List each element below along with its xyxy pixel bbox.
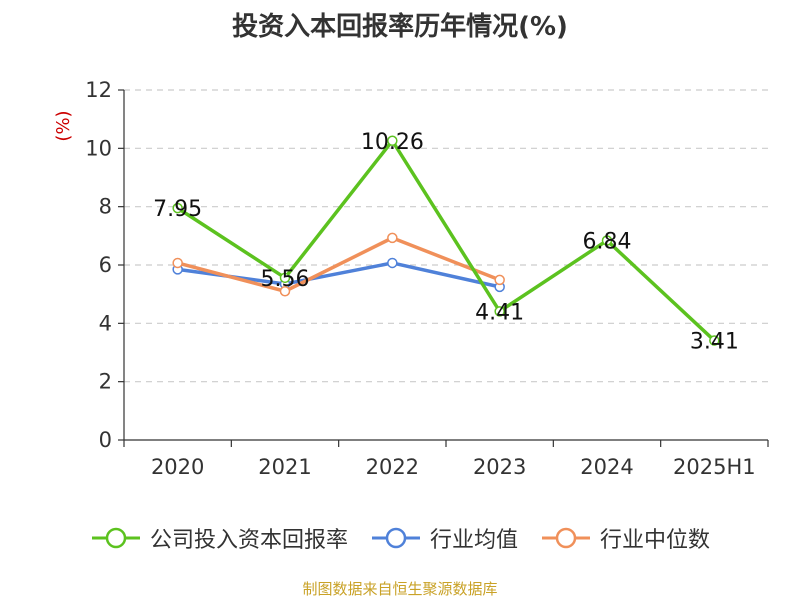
legend-label: 行业均值 <box>429 528 518 553</box>
data-label: 4.41 <box>475 300 524 325</box>
data-label: 3.41 <box>690 330 739 355</box>
data-point <box>172 257 183 269</box>
legend-label: 公司投入资本回报率 <box>149 528 348 553</box>
y-tick-label: 2 <box>99 370 112 394</box>
legend-swatch <box>542 527 590 549</box>
y-tick-label: 0 <box>99 428 112 452</box>
data-point <box>387 232 398 244</box>
data-point <box>601 235 613 246</box>
data-point <box>494 274 505 286</box>
legend-label: 行业中位数 <box>600 528 711 553</box>
data-point <box>279 286 291 297</box>
series-line-0 <box>176 139 716 342</box>
data-label: 10.26 <box>361 130 424 155</box>
legend-swatch <box>91 527 140 549</box>
series-line-2 <box>177 236 501 293</box>
y-tick-label: 6 <box>99 253 112 277</box>
data-point <box>387 257 398 269</box>
legend-item[interactable]: 行业均值 <box>370 522 518 554</box>
chart-title: 投资入本回报率历年情况(%) <box>232 12 568 42</box>
y-tick-label: 4 <box>99 311 112 335</box>
data-label: 5.56 <box>261 267 310 292</box>
data-point <box>387 135 398 146</box>
x-tick-label: 2025H1 <box>673 455 756 479</box>
x-tick-label: 2021 <box>258 455 311 479</box>
data-label: 7.95 <box>153 197 202 222</box>
y-tick-label: 8 <box>99 195 112 219</box>
y-axis-unit-label: (%) <box>53 110 74 141</box>
y-tick-label: 12 <box>85 78 112 102</box>
x-tick-label: 2022 <box>366 455 419 479</box>
x-tick-label: 2024 <box>580 455 633 479</box>
legend: 公司投入资本回报率 行业均值 行业中位数 <box>0 518 800 558</box>
data-point <box>279 272 291 284</box>
legend-swatch <box>371 527 420 549</box>
legend-item[interactable]: 公司投入资本回报率 <box>90 522 348 554</box>
data-point <box>172 202 183 214</box>
data-point <box>709 335 720 346</box>
y-tick-label: 10 <box>85 136 112 160</box>
source-note: 制图数据来自恒生聚源数据库 <box>302 580 498 598</box>
legend-item[interactable]: 行业中位数 <box>540 522 710 554</box>
x-tick-label: 2023 <box>473 455 526 479</box>
data-point <box>494 306 505 317</box>
x-tick-label: 2020 <box>151 455 204 479</box>
data-label: 6.84 <box>583 230 632 255</box>
